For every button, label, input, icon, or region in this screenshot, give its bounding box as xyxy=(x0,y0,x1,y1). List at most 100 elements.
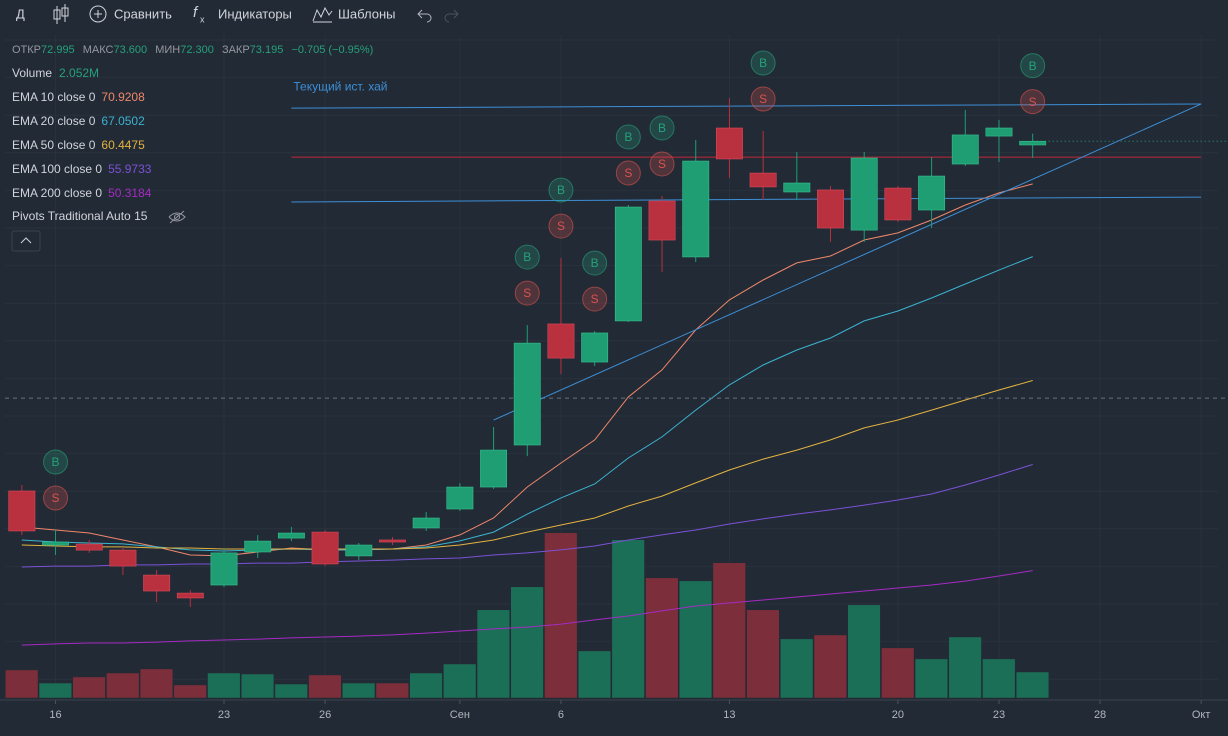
candle-body xyxy=(8,490,36,532)
candle-body xyxy=(1019,140,1047,146)
compare-icon[interactable] xyxy=(89,5,107,23)
candle-body xyxy=(143,574,171,592)
legend: ОТКР72.995 МАКС73.600 МИН72.300 ЗАКР73.1… xyxy=(11,44,373,252)
indicators-icon[interactable]: f xyxy=(193,4,199,21)
volume-bar xyxy=(5,669,39,699)
ema-line xyxy=(21,464,1033,568)
volume-bar xyxy=(72,676,106,699)
volume-bar xyxy=(443,663,477,699)
candle-body xyxy=(682,160,710,258)
ema-legend: EMA 100 close 0 55.9733 xyxy=(12,162,152,176)
sell-signal xyxy=(43,485,69,511)
buy-signal xyxy=(514,244,540,270)
ema-legend-value: 60.4475 xyxy=(101,138,145,152)
sell-signal-label: S xyxy=(624,166,632,180)
x-tick-label: 26 xyxy=(319,709,331,721)
buy-signal-label: B xyxy=(624,130,632,144)
volume-bar xyxy=(577,650,612,699)
volume-bar xyxy=(106,672,140,699)
candle-body xyxy=(412,517,440,529)
redo-button[interactable] xyxy=(444,9,459,23)
ohlc-label: ЗАКР xyxy=(222,44,250,56)
ohlc-value: 72.300 xyxy=(180,44,214,56)
candle-body xyxy=(951,134,979,165)
volume-bar xyxy=(914,658,949,699)
volume-bar xyxy=(847,604,881,699)
collapse-button[interactable] xyxy=(11,230,41,252)
collapse-icon[interactable] xyxy=(20,237,32,244)
volume-legend-value: 2.052M xyxy=(59,66,99,80)
volume-bar xyxy=(813,634,847,699)
sell-signal xyxy=(615,160,641,186)
volume-legend: Volume 2.052M xyxy=(12,66,99,80)
volume-bar xyxy=(780,638,814,699)
candle-body xyxy=(345,544,373,557)
sell-signal-label: S xyxy=(557,219,565,233)
sell-signal xyxy=(514,280,540,306)
volume-bar xyxy=(510,586,544,699)
pivots-legend: Pivots Traditional Auto 15 xyxy=(12,209,148,223)
x-tick-label: 20 xyxy=(892,709,904,721)
drawing-line xyxy=(291,196,1202,203)
ohlc-value: 73.195 xyxy=(250,44,284,56)
volume-bar xyxy=(274,683,308,699)
candle-icon[interactable] xyxy=(53,4,69,24)
candle-body xyxy=(379,539,406,543)
templates-icon[interactable] xyxy=(312,6,333,22)
candle-body xyxy=(311,531,339,565)
volume-bar xyxy=(207,672,241,699)
x-tick-label: 23 xyxy=(218,709,230,721)
candle-body xyxy=(547,323,575,359)
candle-body xyxy=(817,189,844,229)
candle-body xyxy=(277,532,305,539)
indicators-button[interactable]: Индикаторы xyxy=(218,6,292,21)
ema-legend-value: 50.3184 xyxy=(108,186,152,200)
undo-button[interactable] xyxy=(417,9,432,23)
ema-legend: EMA 50 close 0 60.4475 xyxy=(12,138,145,152)
buy-signal xyxy=(750,50,776,76)
volume-bar xyxy=(375,682,409,699)
ohlc-change: −0.705 (−0.95%) xyxy=(291,44,373,56)
buy-signal xyxy=(582,250,608,276)
candle-body xyxy=(446,486,474,510)
buy-signal-label: B xyxy=(523,250,531,264)
buy-signal-label: B xyxy=(658,121,666,135)
candle-body xyxy=(75,543,103,551)
candle-body xyxy=(42,541,69,546)
drawing-label: Текущий ист. хай xyxy=(293,79,387,93)
interval-button[interactable]: Д xyxy=(16,6,25,21)
ema-legend-name: EMA 100 close 0 xyxy=(12,162,102,176)
candle-body xyxy=(480,449,508,488)
volume-bar xyxy=(308,674,342,699)
sell-signal xyxy=(548,213,574,239)
candle-body xyxy=(210,552,238,586)
buy-signal xyxy=(43,449,69,475)
eye-off-icon[interactable] xyxy=(168,210,186,224)
x-tick-label: 28 xyxy=(1094,709,1106,721)
volume-bar xyxy=(139,668,174,699)
candle-body xyxy=(581,332,609,363)
volume-bar xyxy=(645,577,679,699)
candle-body xyxy=(244,540,272,553)
x-tick-label: 6 xyxy=(558,709,564,721)
x-tick-label: 23 xyxy=(993,709,1005,721)
drawing-line xyxy=(493,103,1202,421)
candle-body xyxy=(176,592,204,599)
sell-signal xyxy=(649,151,675,177)
ema-line xyxy=(21,570,1033,646)
volume-bar xyxy=(678,580,713,699)
buy-signal xyxy=(615,124,641,150)
ohlc-value: 73.600 xyxy=(113,44,147,56)
indicators-icon-sub[interactable]: x xyxy=(200,14,205,24)
candle-body xyxy=(648,200,676,241)
candle-body xyxy=(109,549,137,567)
templates-button[interactable]: Шаблоны xyxy=(338,6,396,21)
candle-body xyxy=(985,127,1013,137)
candle-body xyxy=(513,342,541,446)
ema-legend-name: EMA 50 close 0 xyxy=(12,138,96,152)
sell-signal-label: S xyxy=(591,292,599,306)
volume-bar xyxy=(746,609,780,699)
sell-signal-label: S xyxy=(1029,95,1037,109)
compare-button[interactable]: Сравнить xyxy=(114,6,172,21)
